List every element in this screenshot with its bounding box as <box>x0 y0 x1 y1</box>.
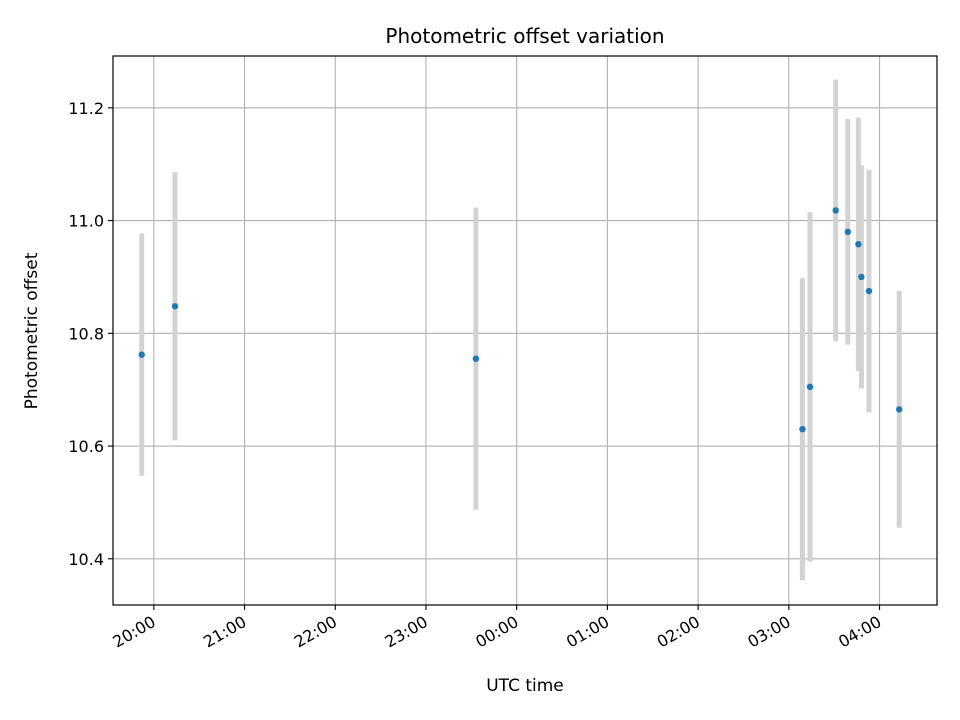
y-tick-label: 10.4 <box>68 550 104 569</box>
data-point <box>806 383 814 391</box>
y-axis-label: Photometric offset <box>22 252 42 409</box>
data-point <box>472 355 480 362</box>
chart-title: Photometric offset variation <box>385 24 664 48</box>
y-axis-ticks: 10.4 10.6 10.8 11.0 11.2 <box>68 99 113 569</box>
data-point <box>799 425 806 433</box>
plot-frame <box>112 55 938 606</box>
grid <box>113 56 937 605</box>
y-tick-label: 10.6 <box>68 437 104 456</box>
data-point <box>832 207 839 214</box>
data-point <box>896 406 903 413</box>
data-points <box>138 207 903 433</box>
y-tick-label: 10.8 <box>68 324 104 343</box>
data-point <box>171 303 179 310</box>
x-axis-label: UTC time <box>486 676 564 696</box>
data-point <box>858 273 865 281</box>
data-point <box>138 351 145 358</box>
y-tick-label: 11.2 <box>68 99 104 118</box>
y-tick-label: 11.0 <box>68 212 104 231</box>
data-point <box>844 228 851 236</box>
data-point <box>855 241 862 248</box>
data-point <box>865 287 873 295</box>
